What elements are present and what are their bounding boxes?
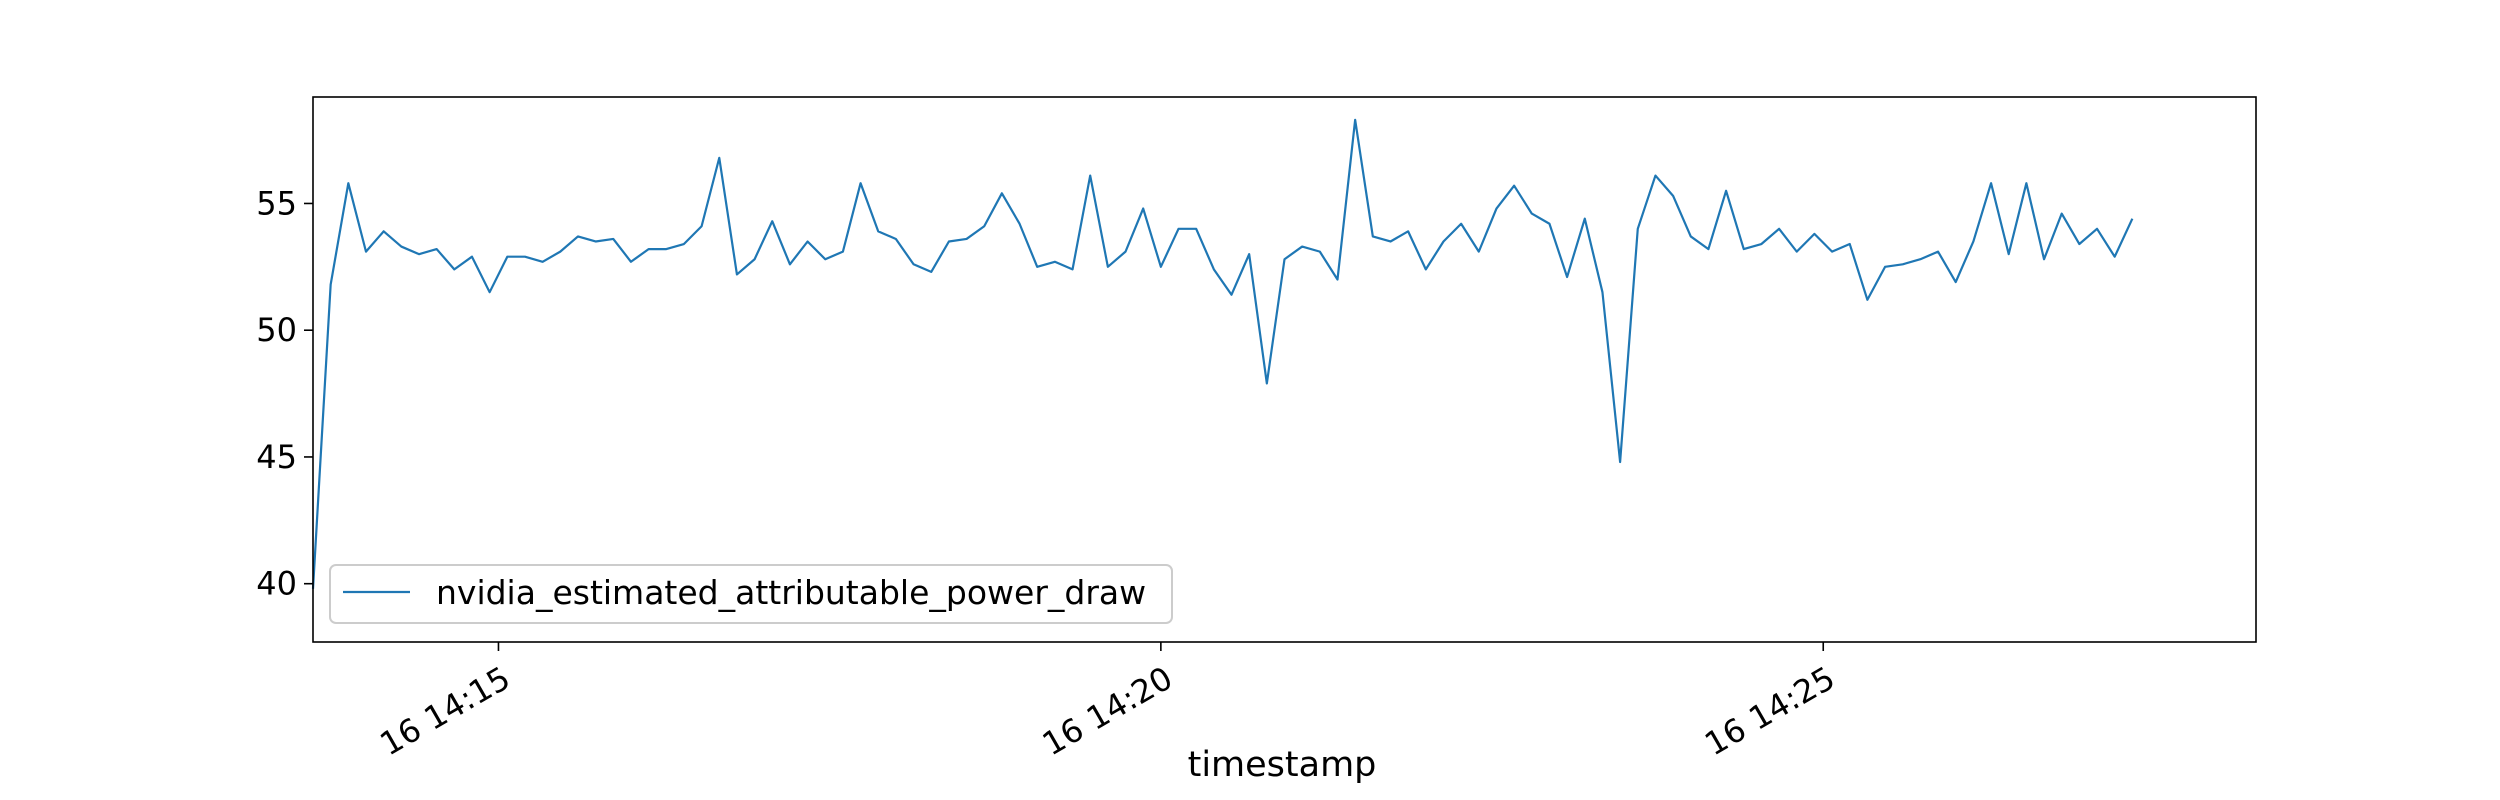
series-line-0 <box>311 118 2134 589</box>
legend: nvidia_estimated_attributable_power_draw <box>329 564 1173 624</box>
x-tick-label: 16 14:20 <box>1036 659 1179 763</box>
y-tick-label: 45 <box>256 438 297 476</box>
y-tick-label: 55 <box>256 184 297 222</box>
plot-area <box>311 118 2134 589</box>
y-tick-label: 40 <box>256 565 297 603</box>
x-axis-label: timestamp <box>1188 745 1377 785</box>
legend-box <box>329 564 1173 624</box>
y-tick-label: 50 <box>256 311 297 349</box>
axes-ticks: 40 45 50 55 16 14:15 16 14:20 16 14:25 <box>256 184 1841 763</box>
x-tick-label: 16 14:15 <box>374 659 517 763</box>
legend-entry-label: nvidia_estimated_attributable_power_draw <box>436 573 1146 612</box>
x-tick-label: 16 14:25 <box>1698 659 1841 763</box>
axes-frame <box>312 96 2257 643</box>
